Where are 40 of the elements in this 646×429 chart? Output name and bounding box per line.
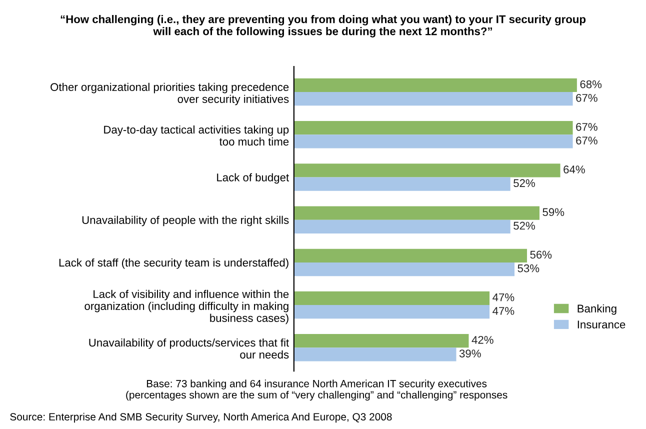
source-note: Source: Enterprise And SMB Security Survey, North America And Europe, Q3 2008	[10, 412, 392, 423]
bar	[294, 248, 527, 262]
bar	[294, 334, 469, 348]
y-tick-label: Unavailability of people with the right skills	[82, 216, 289, 226]
legend-label: Insurance	[578, 320, 626, 328]
data-label: 67%	[576, 94, 598, 102]
data-label: 64%	[564, 166, 585, 174]
y-tick-label: Lack of staff (the security team is understaffed)	[59, 258, 288, 269]
bar	[294, 177, 510, 191]
data-label: 52%	[514, 179, 535, 188]
bar	[294, 134, 573, 148]
y-tick-label: Lack of visibility and influence within the organization (including difficulty in making business cases)	[84, 290, 289, 324]
y-tick-label: Unavailability of products/services that fit our needs	[89, 338, 289, 359]
data-label: 47%	[492, 293, 514, 302]
data-label: 59%	[542, 208, 564, 216]
data-label: 68%	[580, 80, 602, 88]
bar	[294, 305, 490, 319]
bar	[294, 92, 573, 106]
data-label: 47%	[492, 307, 514, 315]
y-tick-label: Lack of budget	[217, 173, 289, 184]
bar	[294, 220, 510, 234]
y-tick-label: Other organizational priorities taking precedence over security initiatives	[50, 82, 289, 106]
bar	[294, 78, 577, 92]
data-label: 52%	[514, 222, 535, 230]
y-tick-label: Day-to-day tactical activities taking up too much time	[104, 125, 289, 146]
data-label: 42%	[472, 336, 494, 344]
bar	[294, 206, 540, 220]
bar	[294, 291, 490, 306]
data-label: 39%	[459, 350, 481, 358]
data-label: 56%	[530, 250, 552, 259]
data-label: 67%	[576, 122, 598, 131]
text: Base: 73 banking and 64 insurance North American IT security executives (percentages shown are the sum of “very challenging” and “challenging” responses	[126, 380, 508, 401]
bar	[294, 121, 573, 135]
bar	[294, 164, 560, 178]
data-label: 53%	[518, 264, 540, 272]
legend-label: Banking	[578, 304, 616, 315]
bar	[294, 348, 456, 362]
data-label: 67%	[576, 136, 598, 144]
chart-title: “How challenging (i.e., they are preventing you from doing what you want) to your IT security group will each of the following issues be during the next 12 months?”	[60, 15, 586, 38]
bar	[294, 262, 515, 276]
